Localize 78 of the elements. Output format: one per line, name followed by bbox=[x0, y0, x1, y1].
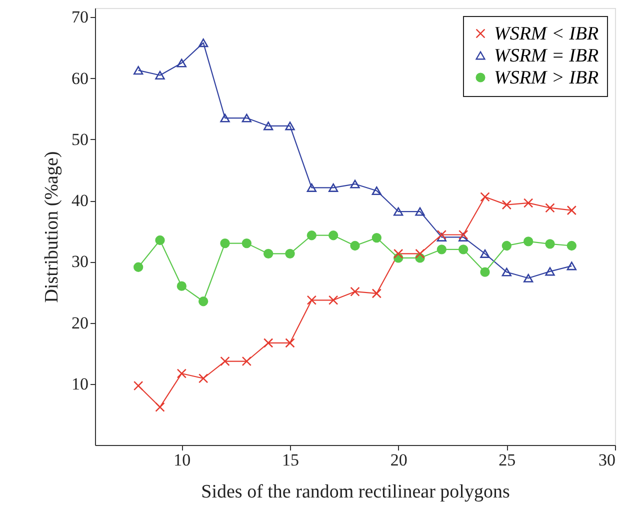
point bbox=[502, 268, 512, 276]
point bbox=[524, 236, 534, 246]
point bbox=[458, 244, 468, 254]
y-tick-label: 10 bbox=[72, 374, 88, 394]
point bbox=[480, 267, 490, 277]
x-axis-title: Sides of the random rectilinear polygons bbox=[201, 482, 510, 502]
point bbox=[155, 402, 165, 412]
point bbox=[176, 281, 186, 291]
y-tick-label: 60 bbox=[72, 68, 88, 88]
point bbox=[436, 232, 446, 242]
point bbox=[220, 114, 230, 122]
point bbox=[285, 338, 295, 348]
point bbox=[306, 230, 316, 240]
point bbox=[155, 235, 165, 246]
point bbox=[524, 274, 534, 282]
point bbox=[545, 203, 555, 213]
y-tick-label: 30 bbox=[72, 252, 88, 272]
point bbox=[566, 240, 576, 251]
point bbox=[134, 262, 144, 272]
point bbox=[458, 232, 468, 242]
point bbox=[285, 122, 295, 130]
point bbox=[176, 368, 186, 378]
y-tick-label: 70 bbox=[72, 8, 88, 27]
point bbox=[155, 70, 165, 80]
legend-label: WSRM < IBR bbox=[494, 24, 600, 44]
y-axis-title: Distribution (%age) bbox=[42, 151, 62, 303]
point bbox=[306, 183, 316, 192]
point bbox=[328, 183, 338, 192]
point bbox=[480, 192, 490, 202]
point bbox=[566, 205, 576, 216]
point bbox=[306, 295, 316, 305]
x-tick-label: 20 bbox=[390, 450, 408, 470]
point bbox=[264, 122, 274, 130]
y-tick-label: 50 bbox=[72, 130, 88, 149]
point bbox=[350, 180, 360, 188]
x-tick-label: 25 bbox=[498, 450, 516, 470]
x-tick-label: 30 bbox=[598, 450, 616, 470]
y-tick-label: 40 bbox=[72, 191, 88, 210]
point bbox=[436, 230, 446, 240]
y-tick-label: 20 bbox=[72, 313, 88, 332]
point bbox=[458, 230, 468, 240]
point bbox=[372, 232, 382, 243]
point bbox=[394, 207, 404, 216]
x-tick-label: 10 bbox=[174, 450, 191, 470]
point bbox=[545, 267, 555, 276]
point bbox=[134, 66, 144, 75]
legend-label: WSRM > IBR bbox=[494, 68, 600, 88]
point bbox=[328, 230, 338, 240]
point bbox=[545, 239, 555, 249]
point bbox=[285, 248, 295, 259]
point bbox=[134, 380, 144, 391]
legend-label: WSRM = IBR bbox=[494, 46, 600, 66]
point bbox=[242, 238, 252, 248]
point bbox=[350, 240, 360, 251]
point bbox=[264, 248, 274, 259]
point bbox=[198, 296, 208, 306]
point bbox=[502, 240, 512, 251]
point bbox=[394, 248, 404, 259]
point bbox=[524, 198, 534, 208]
x-tick-label: 15 bbox=[282, 450, 299, 470]
point bbox=[566, 262, 576, 270]
point bbox=[436, 244, 446, 254]
point bbox=[372, 288, 382, 298]
point bbox=[415, 248, 425, 259]
point bbox=[198, 374, 208, 384]
point bbox=[176, 58, 186, 68]
point bbox=[415, 207, 425, 216]
point bbox=[480, 249, 490, 258]
point bbox=[220, 356, 230, 366]
point bbox=[328, 295, 338, 305]
point bbox=[242, 114, 252, 122]
point bbox=[220, 238, 230, 248]
point bbox=[242, 356, 252, 366]
point bbox=[198, 38, 208, 48]
point bbox=[350, 286, 360, 296]
point bbox=[372, 186, 382, 196]
point bbox=[264, 338, 274, 348]
point bbox=[502, 200, 512, 210]
